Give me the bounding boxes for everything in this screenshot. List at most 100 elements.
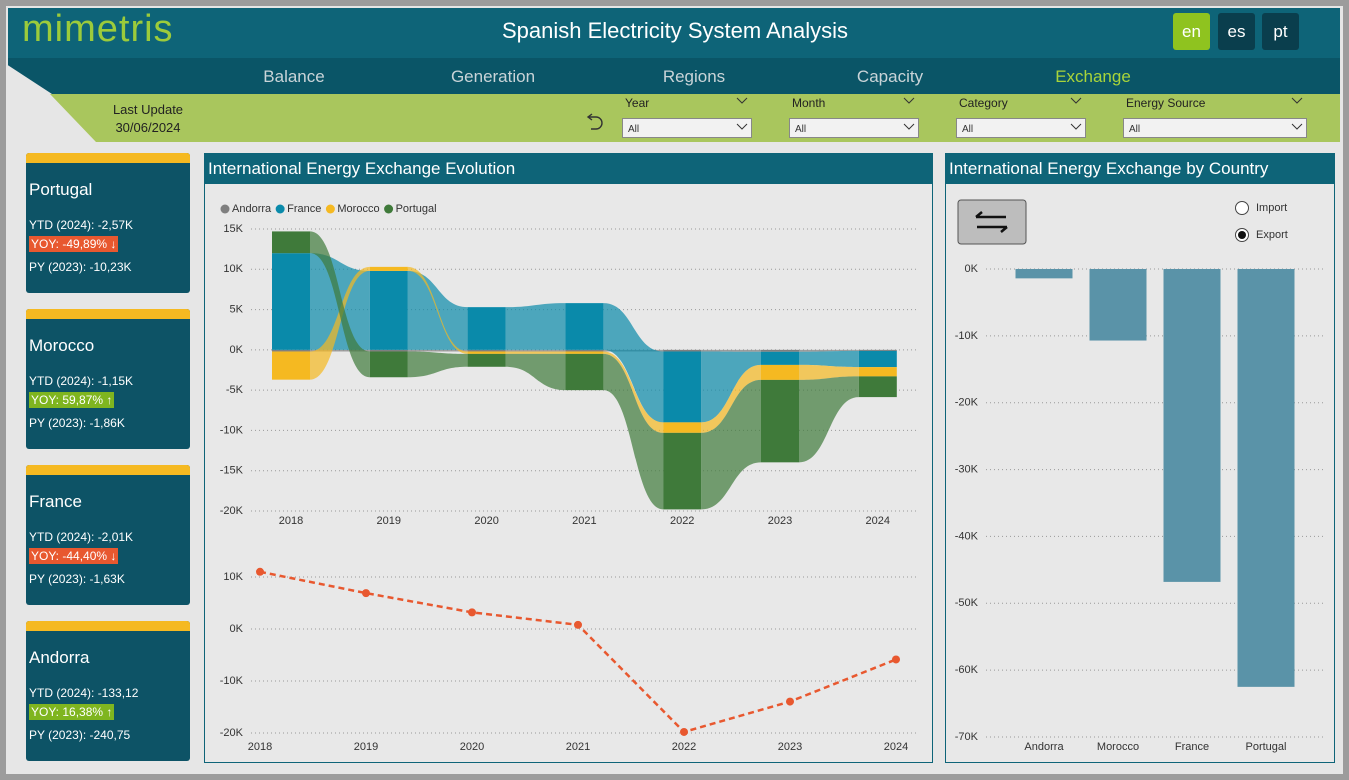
point <box>574 620 582 629</box>
legend-swatch <box>325 204 335 214</box>
card-country: Andorra <box>29 648 90 667</box>
filter-label: Energy Source <box>1126 96 1206 110</box>
x-tick-label: 2022 <box>670 515 694 527</box>
point <box>256 567 264 576</box>
card-ytd: YTD (2024): -133,12 <box>29 686 139 700</box>
ribbon-segment <box>467 351 506 354</box>
filter-dropdown[interactable]: All <box>1123 118 1307 138</box>
radio-dot <box>1238 231 1246 239</box>
ribbon-segment <box>467 349 506 352</box>
ribbon-link <box>407 351 468 378</box>
ribbon-segment <box>858 350 897 368</box>
ribbon-link <box>603 303 664 423</box>
card-py: PY (2023): -1,63K <box>29 572 125 586</box>
nav-bar <box>8 58 1340 94</box>
bar <box>1163 269 1221 582</box>
card-country: Portugal <box>29 180 93 199</box>
card-yoy: YOY: -49,89% ↓ <box>29 236 119 252</box>
ribbon-link <box>701 349 761 352</box>
y-tick-label: -10K <box>955 330 979 342</box>
y-tick-label: 0K <box>965 263 979 275</box>
filter-label: Category <box>959 96 1008 110</box>
y-tick-label: -30K <box>955 463 979 475</box>
x-tick-label: 2023 <box>778 741 802 753</box>
y-tick-label: 0K <box>230 344 244 356</box>
x-tick-label: 2024 <box>866 515 890 527</box>
ribbon-segment <box>565 303 604 350</box>
ribbon-segment <box>272 231 310 254</box>
x-tick-label: 2019 <box>377 515 401 527</box>
point <box>892 655 900 664</box>
legend-swatch <box>220 204 230 214</box>
chevron <box>736 123 748 130</box>
chevron-path <box>903 123 915 130</box>
y-tick-label: 10K <box>223 571 243 583</box>
chevron <box>903 123 915 130</box>
ribbon-link <box>505 353 566 391</box>
y-tick-label: -5K <box>226 384 244 396</box>
y-tick-label: -10K <box>220 675 244 687</box>
filter-dropdown[interactable]: All <box>789 118 919 138</box>
card-yoy: YOY: 16,38% ↑ <box>29 704 115 720</box>
card-stripe <box>26 465 190 475</box>
nav-tab[interactable]: Capacity <box>856 67 924 86</box>
ribbon-link <box>505 303 566 350</box>
ribbon-segment <box>663 349 702 352</box>
x-tick-label: 2024 <box>884 741 908 753</box>
language-button[interactable]: pt <box>1262 13 1299 50</box>
ribbon-segment <box>369 351 408 378</box>
chevron <box>1291 97 1303 104</box>
card-yoy: YOY: 59,87% ↑ <box>29 392 115 408</box>
nav-tab[interactable]: Regions <box>662 67 726 86</box>
filter-label: Month <box>792 96 826 110</box>
y-tick-label: 15K <box>223 223 243 235</box>
reset-icon[interactable] <box>583 111 605 133</box>
ribbon-segment <box>858 349 897 351</box>
ribbon-segment <box>761 349 799 352</box>
page-title: Spanish Electricity System Analysis <box>501 18 849 43</box>
filter-label: Year <box>625 96 650 110</box>
x-tick-label: 2022 <box>672 741 696 753</box>
y-tick-label: -50K <box>955 597 979 609</box>
filter-dropdown[interactable]: All <box>956 118 1086 138</box>
panel-title: International Energy Exchange Evolution <box>205 154 932 184</box>
legend-label: Portugal <box>396 203 437 215</box>
x-tick-label: 2023 <box>768 515 792 527</box>
ribbon-segment <box>858 367 897 377</box>
swap-icon <box>975 211 1008 233</box>
y-tick-label: -20K <box>955 397 979 409</box>
x-tick-label: 2018 <box>279 515 303 527</box>
ribbon-link <box>701 379 761 510</box>
point <box>362 589 370 598</box>
radio[interactable] <box>1235 201 1249 215</box>
card-yoy: YOY: -44,40% ↓ <box>29 548 119 564</box>
bar <box>1089 269 1147 341</box>
evolution-panel: International Energy Exchange Evolution … <box>204 153 933 763</box>
card-country: Morocco <box>29 336 95 355</box>
panel-title: International Energy Exchange by Country <box>946 154 1334 184</box>
ribbon-link <box>505 351 566 354</box>
swap-button[interactable] <box>957 199 1027 245</box>
nav-tab[interactable]: Generation <box>450 67 536 86</box>
card-stripe <box>26 309 190 319</box>
legend-swatch <box>275 204 285 214</box>
y-tick-label: -60K <box>955 664 979 676</box>
point <box>468 608 476 617</box>
language-button[interactable]: es <box>1218 13 1255 50</box>
legend-swatch <box>384 204 394 214</box>
bar <box>1015 269 1073 279</box>
nav-tab[interactable]: Exchange <box>1055 67 1131 86</box>
x-tick-label: 2021 <box>566 741 590 753</box>
x-tick-label: 2020 <box>474 515 498 527</box>
card-ytd: YTD (2024): -2,57K <box>29 218 134 232</box>
card-country: France <box>29 492 82 511</box>
x-tick-label: Andorra <box>1024 741 1064 753</box>
point <box>786 697 794 706</box>
ribbon-link <box>701 351 761 423</box>
filter-dropdown[interactable]: All <box>622 118 752 138</box>
nav-tab[interactable]: Balance <box>263 67 325 86</box>
ribbon-segment <box>565 349 604 352</box>
x-tick-label: 2018 <box>248 741 272 753</box>
language-button[interactable]: en <box>1173 13 1210 50</box>
